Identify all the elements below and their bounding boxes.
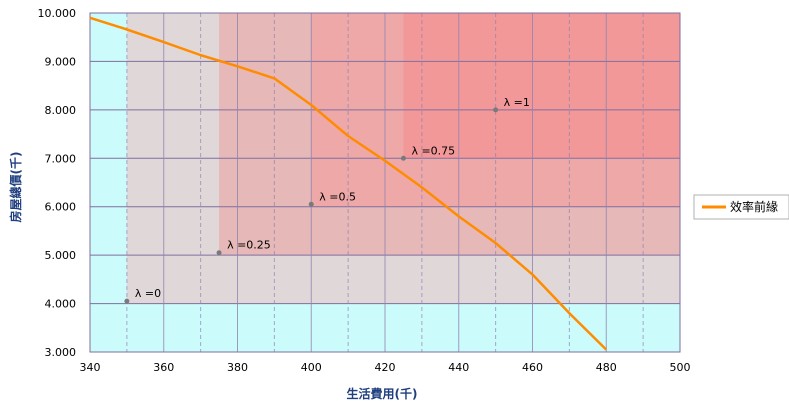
lambda-point-0	[124, 298, 130, 304]
y-tick-label: 6.000	[45, 201, 77, 214]
series-line-0	[89, 16, 608, 351]
y-tick-label: 5.000	[45, 249, 77, 262]
y-tick-label: 10.000	[38, 7, 77, 20]
x-tick-label: 480	[596, 361, 617, 374]
x-tick-label: 500	[670, 361, 691, 374]
plot-frame	[89, 12, 681, 353]
x-tick-label: 400	[301, 361, 322, 374]
x-tick-label: 420	[375, 361, 396, 374]
x-tick-label: 340	[80, 361, 101, 374]
lambda-point-label-4: λ =1	[504, 96, 530, 109]
y-axis-title: 房屋總價(千)	[8, 152, 23, 223]
lambda-point-label-0: λ =0	[135, 287, 161, 300]
lambda-point-2	[308, 201, 314, 207]
region-band-4	[403, 13, 680, 159]
y-tick-label: 4.000	[45, 298, 77, 311]
y-tick-label: 9.000	[45, 55, 77, 68]
legend: 效率前緣	[693, 194, 789, 220]
legend-label: 效率前緣	[730, 199, 778, 214]
lambda-point-label-1: λ =0.25	[227, 239, 271, 252]
x-tick-label: 460	[522, 361, 543, 374]
lambda-point-1	[216, 250, 222, 256]
lambda-point-label-3: λ =0.75	[411, 144, 455, 157]
lambda-point-label-2: λ =0.5	[319, 190, 356, 203]
x-tick-label: 380	[227, 361, 248, 374]
y-tick-label: 8.000	[45, 104, 77, 117]
lambda-point-3	[400, 155, 406, 161]
x-axis-title: 生活費用(千)	[347, 386, 418, 401]
lambda-point-4	[493, 107, 499, 113]
lambda-points: λ =0 λ =0.25 λ =0.5 λ =0.75 λ =1	[124, 96, 530, 304]
series-layer	[89, 16, 608, 351]
x-tick-label: 360	[153, 361, 174, 374]
grid-lines	[89, 12, 681, 353]
y-axis-tick-labels: 3.000 4.000 5.000 6.000 7.000 8.000 9.000 10.00…	[38, 7, 77, 359]
y-tick-label: 3.000	[45, 346, 77, 359]
y-tick-label: 7.000	[45, 152, 77, 165]
x-axis-tick-labels: 340 360 380 400 420 440 460 480 500	[80, 361, 691, 374]
x-tick-label: 440	[448, 361, 469, 374]
